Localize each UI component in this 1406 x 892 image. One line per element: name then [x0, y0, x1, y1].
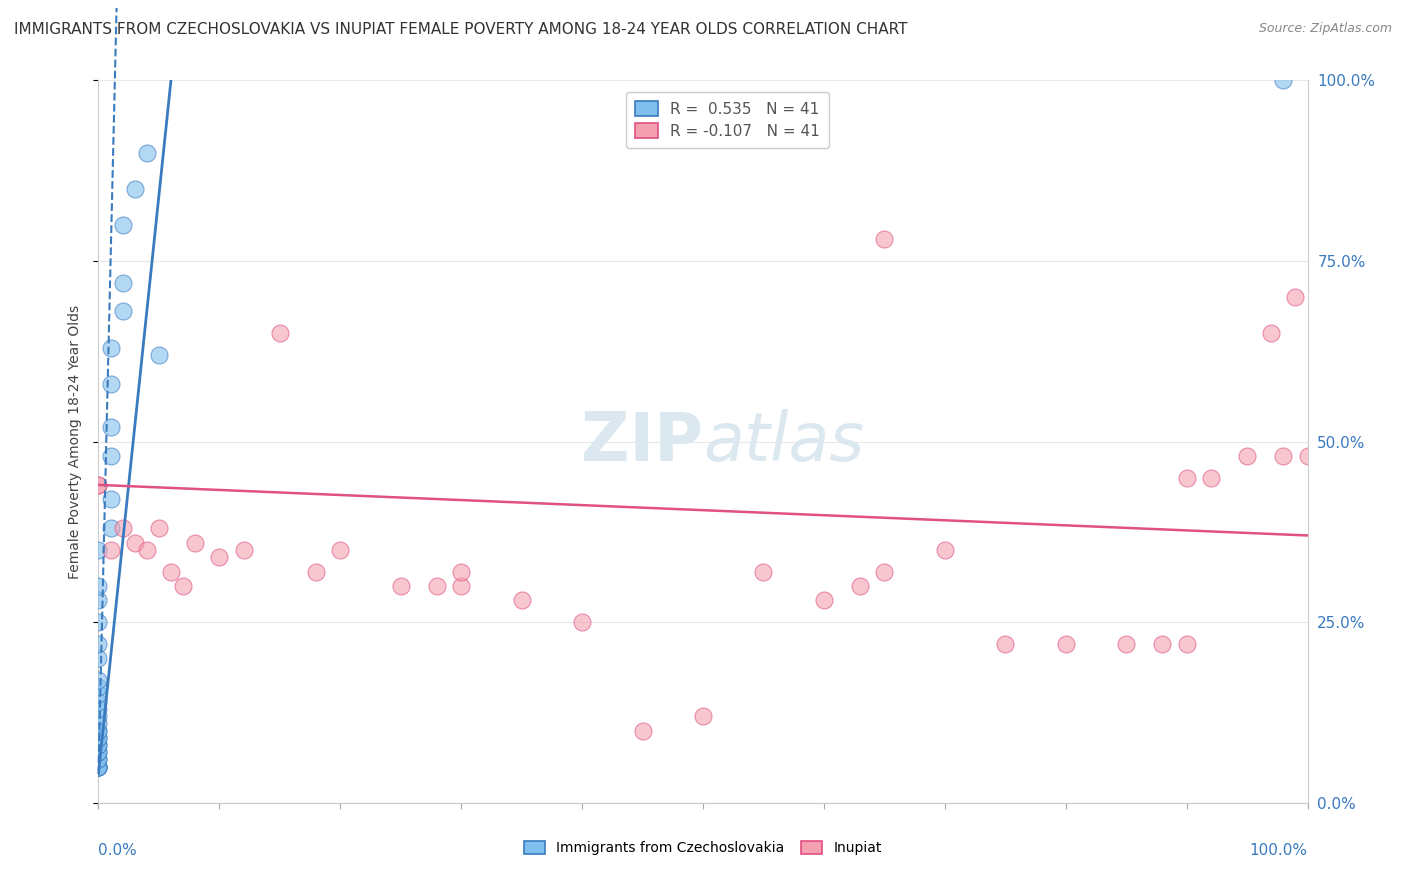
Point [111, 304, 134, 318]
Point [87, 687, 110, 701]
Point [87, 716, 110, 731]
Point [100, 542, 122, 557]
Point [1272, 73, 1295, 87]
Point [1260, 326, 1282, 340]
Point [100, 521, 122, 535]
Text: 100.0%: 100.0% [1250, 843, 1308, 857]
Text: IMMIGRANTS FROM CZECHOSLOVAKIA VS INUPIAT FEMALE POVERTY AMONG 18-24 YEAR OLDS C: IMMIGRANTS FROM CZECHOSLOVAKIA VS INUPIA… [14, 22, 907, 37]
Point [305, 565, 328, 579]
Point [934, 542, 956, 557]
Text: 0.0%: 0.0% [98, 843, 138, 857]
Point [1199, 470, 1222, 484]
Point [148, 348, 170, 362]
Point [87, 651, 110, 665]
Point [87, 615, 110, 630]
Point [87, 478, 110, 492]
Point [208, 550, 231, 565]
Point [692, 709, 714, 723]
Point [87, 637, 110, 651]
Point [135, 542, 157, 557]
Point [87, 478, 110, 492]
Point [752, 565, 775, 579]
Point [87, 760, 110, 774]
Point [87, 760, 110, 774]
Point [87, 760, 110, 774]
Point [148, 521, 170, 535]
Point [631, 723, 654, 738]
Point [232, 542, 254, 557]
Point [87, 695, 110, 709]
Point [100, 420, 122, 434]
Point [450, 565, 472, 579]
Point [100, 449, 122, 463]
Point [87, 542, 110, 557]
Point [849, 579, 872, 593]
Point [87, 760, 110, 774]
Point [124, 535, 146, 549]
Point [813, 593, 835, 607]
Point [571, 615, 593, 630]
Point [1175, 637, 1198, 651]
Point [111, 218, 134, 232]
Y-axis label: Female Poverty Among 18-24 Year Olds: Female Poverty Among 18-24 Year Olds [69, 304, 83, 579]
Point [111, 276, 134, 290]
Point [1284, 290, 1306, 304]
Point [389, 579, 412, 593]
Point [87, 738, 110, 752]
Point [87, 752, 110, 766]
Point [135, 145, 157, 160]
Point [1054, 637, 1077, 651]
Point [87, 702, 110, 716]
Point [87, 745, 110, 759]
Point [510, 593, 533, 607]
Point [172, 579, 194, 593]
Point [1272, 449, 1295, 463]
Point [160, 565, 183, 579]
Point [87, 745, 110, 759]
Point [87, 738, 110, 752]
Point [450, 579, 472, 593]
Point [1152, 637, 1174, 651]
Point [87, 723, 110, 738]
Point [269, 326, 291, 340]
Point [873, 232, 896, 246]
Point [100, 492, 122, 507]
Point [1175, 470, 1198, 484]
Text: atlas: atlas [703, 409, 865, 475]
Point [87, 673, 110, 687]
Point [87, 731, 110, 745]
Point [124, 182, 146, 196]
Point [87, 579, 110, 593]
Point [111, 521, 134, 535]
Legend: Immigrants from Czechoslovakia, Inupiat: Immigrants from Czechoslovakia, Inupiat [519, 836, 887, 861]
Text: Source: ZipAtlas.com: Source: ZipAtlas.com [1258, 22, 1392, 36]
Point [87, 680, 110, 694]
Point [100, 376, 122, 391]
Point [87, 709, 110, 723]
Text: ZIP: ZIP [581, 409, 703, 475]
Point [87, 752, 110, 766]
Point [87, 760, 110, 774]
Point [1296, 449, 1319, 463]
Point [87, 723, 110, 738]
Point [873, 565, 896, 579]
Point [994, 637, 1017, 651]
Point [87, 593, 110, 607]
Point [1236, 449, 1258, 463]
Point [329, 542, 352, 557]
Point [426, 579, 449, 593]
Point [87, 731, 110, 745]
Point [184, 535, 207, 549]
Point [100, 341, 122, 355]
Point [1115, 637, 1137, 651]
